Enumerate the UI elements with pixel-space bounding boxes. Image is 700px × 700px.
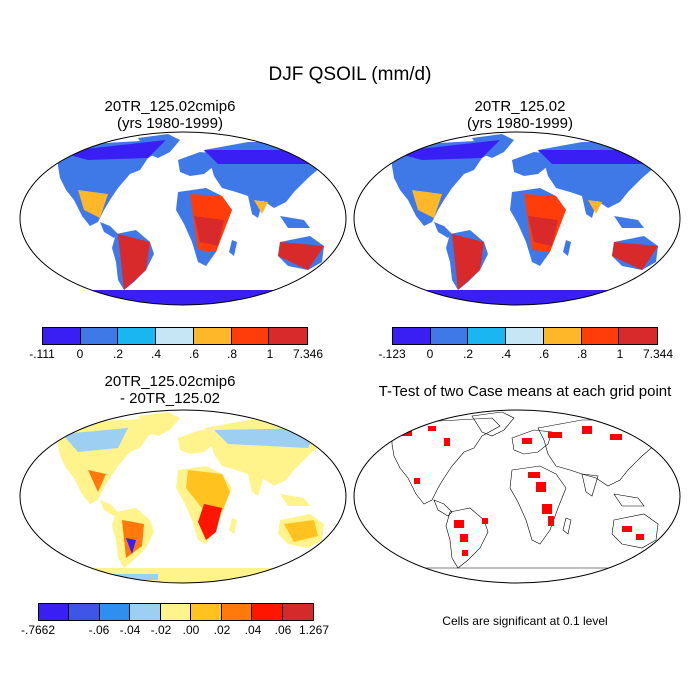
colorbar-tick-label: .8: [576, 347, 588, 361]
colorbar-tick-label: .4: [150, 347, 162, 361]
colorbar-tick-label: .2: [462, 347, 474, 361]
colorbar-box: [430, 328, 469, 344]
significance-cells: [400, 422, 644, 556]
colorbar-box: [69, 604, 100, 620]
colorbar-tick-label: .04: [244, 623, 262, 637]
colorbar-tick-label: .02: [213, 623, 231, 637]
colorbar-boxes: [392, 327, 658, 345]
panel-title-bottom-right: T-Test of two Case means at each grid po…: [378, 383, 672, 400]
colorbar-tick-label: -.04: [119, 623, 141, 637]
map-top-left: [19, 131, 347, 306]
colorbar-top-left: -.111 0 .2 .4 .6 .8 1 7.346: [29, 327, 323, 363]
colorbar-tick-label: .00: [182, 623, 200, 637]
significance-note: Cells are significant at 0.1 level: [442, 614, 608, 628]
colorbar-box: [130, 604, 161, 620]
figure-title: DJF QSOIL (mm/d): [268, 64, 432, 85]
colorbar-tick-label: 1: [616, 347, 624, 361]
colorbar-box: [160, 604, 192, 620]
colorbar-tick-label: .6: [538, 347, 550, 361]
colorbar-box: [221, 604, 253, 620]
panel-title-line1: 20TR_125.02: [474, 98, 566, 115]
colorbar-tick-label: .6: [188, 347, 200, 361]
colorbar-box: [156, 328, 194, 344]
panel-title-top-left: 20TR_125.02cmip6 (yrs 1980-1999): [20, 98, 320, 132]
colorbar-box: [43, 328, 81, 344]
colorbar-tick-label: 1: [266, 347, 274, 361]
colorbar-tick-label: -.123: [378, 347, 406, 361]
panel-title-bottom-left: 20TR_125.02cmip6 - 20TR_125.02: [20, 373, 320, 407]
panel-title-line1: 20TR_125.02cmip6: [104, 98, 236, 115]
colorbar-box: [468, 328, 507, 344]
panel-title-line2: - 20TR_125.02: [119, 390, 221, 407]
colorbar-tick-label: -.111: [29, 347, 55, 361]
colorbar-tick-label: 7.346: [292, 347, 324, 361]
colorbar-box: [231, 328, 270, 344]
colorbar-box: [282, 604, 313, 620]
colorbar-bottom-left: -.7662 -.06 -.04 -.02 .00 .02 .04 .06 1.…: [21, 603, 329, 639]
colorbar-box: [39, 604, 70, 620]
colorbar-tick-label: -.7662: [20, 623, 56, 637]
colorbar-tick-label: 7.344: [642, 347, 674, 361]
colorbar-tick-label: .4: [500, 347, 512, 361]
colorbar-box: [80, 328, 119, 344]
map-bottom-right: [353, 409, 681, 584]
colorbar-boxes: [38, 603, 314, 621]
colorbar-tick-label: .06: [274, 623, 292, 637]
colorbar-box: [506, 328, 544, 344]
colorbar-box: [191, 604, 222, 620]
colorbar-tick-label: -.02: [150, 623, 172, 637]
colorbar-box: [118, 328, 157, 344]
colorbar-box: [393, 328, 431, 344]
colorbar-box: [543, 328, 582, 344]
colorbar-box: [193, 328, 232, 344]
colorbar-boxes: [42, 327, 308, 345]
colorbar-top-right: -.123 0 .2 .4 .6 .8 1 7.344: [378, 327, 673, 363]
map-bottom-left: [19, 409, 347, 584]
map-top-right: [353, 131, 681, 306]
colorbar-box: [619, 328, 658, 344]
colorbar-box: [252, 604, 283, 620]
panel-title-line2: (yrs 1980-1999): [117, 115, 223, 132]
panel-title-line2: (yrs 1980-1999): [467, 115, 573, 132]
colorbar-tick-label: 1.267: [298, 623, 330, 637]
panel-title-line1: 20TR_125.02cmip6: [104, 373, 236, 390]
colorbar-tick-label: 0: [426, 347, 434, 361]
colorbar-box: [581, 328, 620, 344]
colorbar-box: [99, 604, 131, 620]
colorbar-tick-label: -.06: [88, 623, 110, 637]
colorbar-tick-label: .8: [226, 347, 238, 361]
colorbar-tick-label: .2: [112, 347, 124, 361]
colorbar-tick-label: 0: [76, 347, 84, 361]
colorbar-box: [269, 328, 308, 344]
panel-title-top-right: 20TR_125.02 (yrs 1980-1999): [370, 98, 670, 132]
